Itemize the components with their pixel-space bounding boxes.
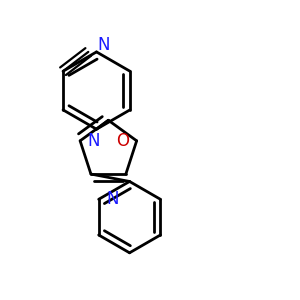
Text: O: O	[116, 132, 129, 150]
Text: N: N	[97, 36, 110, 54]
Text: N: N	[106, 190, 118, 208]
Text: N: N	[88, 132, 100, 150]
